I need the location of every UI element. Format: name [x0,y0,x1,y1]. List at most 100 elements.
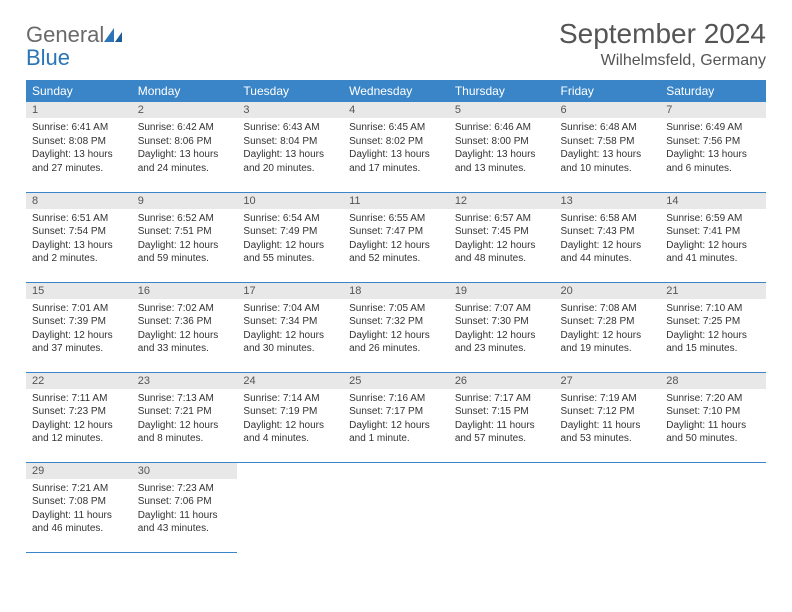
daylight-text: Daylight: 12 hours [455,329,549,343]
day-number: 1 [26,102,132,118]
daylight-text: and 13 minutes. [455,162,549,176]
day-cell: 1Sunrise: 6:41 AMSunset: 8:08 PMDaylight… [26,102,132,192]
day-number: 21 [660,283,766,299]
sunset-text: Sunset: 7:43 PM [561,225,655,239]
sunset-text: Sunset: 7:12 PM [561,405,655,419]
day-body: Sunrise: 7:17 AMSunset: 7:15 PMDaylight:… [449,389,555,450]
day-body: Sunrise: 6:52 AMSunset: 7:51 PMDaylight:… [132,209,238,270]
day-cell [343,462,449,552]
day-number: 28 [660,373,766,389]
sunrise-text: Sunrise: 7:11 AM [32,392,126,406]
sunset-text: Sunset: 7:15 PM [455,405,549,419]
daylight-text: Daylight: 13 hours [243,148,337,162]
day-body: Sunrise: 7:01 AMSunset: 7:39 PMDaylight:… [26,299,132,360]
day-cell: 10Sunrise: 6:54 AMSunset: 7:49 PMDayligh… [237,192,343,282]
day-cell: 27Sunrise: 7:19 AMSunset: 7:12 PMDayligh… [555,372,661,462]
daylight-text: and 44 minutes. [561,252,655,266]
sunset-text: Sunset: 7:21 PM [138,405,232,419]
day-number: 10 [237,193,343,209]
day-cell: 29Sunrise: 7:21 AMSunset: 7:08 PMDayligh… [26,462,132,552]
sunrise-text: Sunrise: 7:08 AM [561,302,655,316]
day-body: Sunrise: 6:43 AMSunset: 8:04 PMDaylight:… [237,118,343,179]
page-title: September 2024 [559,18,766,50]
day-number: 26 [449,373,555,389]
day-body: Sunrise: 6:57 AMSunset: 7:45 PMDaylight:… [449,209,555,270]
day-cell: 12Sunrise: 6:57 AMSunset: 7:45 PMDayligh… [449,192,555,282]
sunrise-text: Sunrise: 7:04 AM [243,302,337,316]
day-cell: 11Sunrise: 6:55 AMSunset: 7:47 PMDayligh… [343,192,449,282]
sunrise-text: Sunrise: 6:42 AM [138,121,232,135]
sunrise-text: Sunrise: 7:02 AM [138,302,232,316]
daylight-text: Daylight: 12 hours [243,329,337,343]
sunrise-text: Sunrise: 6:45 AM [349,121,443,135]
sunset-text: Sunset: 7:41 PM [666,225,760,239]
daylight-text: Daylight: 13 hours [666,148,760,162]
page: General Blue September 2024 Wilhelmsfeld… [0,0,792,553]
day-cell: 5Sunrise: 6:46 AMSunset: 8:00 PMDaylight… [449,102,555,192]
daylight-text: Daylight: 12 hours [561,329,655,343]
day-number: 14 [660,193,766,209]
day-body: Sunrise: 7:07 AMSunset: 7:30 PMDaylight:… [449,299,555,360]
day-number: 8 [26,193,132,209]
day-header: Sunday [26,80,132,102]
sunrise-text: Sunrise: 7:20 AM [666,392,760,406]
daylight-text: Daylight: 12 hours [666,329,760,343]
daylight-text: Daylight: 12 hours [455,239,549,253]
sunset-text: Sunset: 7:45 PM [455,225,549,239]
day-cell: 25Sunrise: 7:16 AMSunset: 7:17 PMDayligh… [343,372,449,462]
sunset-text: Sunset: 7:47 PM [349,225,443,239]
day-cell: 9Sunrise: 6:52 AMSunset: 7:51 PMDaylight… [132,192,238,282]
week-row: 15Sunrise: 7:01 AMSunset: 7:39 PMDayligh… [26,282,766,372]
daylight-text: Daylight: 12 hours [666,239,760,253]
day-header: Saturday [660,80,766,102]
day-cell [660,462,766,552]
daylight-text: and 46 minutes. [32,522,126,536]
daylight-text: and 12 minutes. [32,432,126,446]
day-number: 5 [449,102,555,118]
day-cell: 16Sunrise: 7:02 AMSunset: 7:36 PMDayligh… [132,282,238,372]
day-cell: 14 Sunrise: 6:59 AMSunset: 7:41 PMDayligh… [660,192,766,282]
week-row: 22Sunrise: 7:11 AMSunset: 7:23 PMDayligh… [26,372,766,462]
daylight-text: Daylight: 13 hours [561,148,655,162]
day-body: Sunrise: 6:45 AMSunset: 8:02 PMDaylight:… [343,118,449,179]
day-body: Sunrise: 6:51 AMSunset: 7:54 PMDaylight:… [26,209,132,270]
day-header: Tuesday [237,80,343,102]
day-number: 9 [132,193,238,209]
daylight-text: Daylight: 11 hours [138,509,232,523]
day-number: 30 [132,463,238,479]
daylight-text: Daylight: 11 hours [666,419,760,433]
sunset-text: Sunset: 7:39 PM [32,315,126,329]
day-cell: 28Sunrise: 7:20 AMSunset: 7:10 PMDayligh… [660,372,766,462]
day-body: Sunrise: 7:21 AMSunset: 7:08 PMDaylight:… [26,479,132,540]
sunrise-text: Sunrise: 6:43 AM [243,121,337,135]
sunrise-text: Sunrise: 6:51 AM [32,212,126,226]
day-body: Sunrise: 6:42 AMSunset: 8:06 PMDaylight:… [132,118,238,179]
daylight-text: Daylight: 13 hours [32,148,126,162]
day-header-row: Sunday Monday Tuesday Wednesday Thursday… [26,80,766,102]
day-body: Sunrise: 6:48 AMSunset: 7:58 PMDaylight:… [555,118,661,179]
day-header: Monday [132,80,238,102]
daylight-text: Daylight: 12 hours [32,329,126,343]
sunrise-text: Sunrise: 6:52 AM [138,212,232,226]
day-header: Thursday [449,80,555,102]
day-cell: 2Sunrise: 6:42 AMSunset: 8:06 PMDaylight… [132,102,238,192]
sunset-text: Sunset: 7:23 PM [32,405,126,419]
sunset-text: Sunset: 7:25 PM [666,315,760,329]
sunrise-text: Sunrise: 7:10 AM [666,302,760,316]
logo-text-general: General [26,22,104,47]
daylight-text: Daylight: 12 hours [349,239,443,253]
day-number: 6 [555,102,661,118]
day-cell: 7Sunrise: 6:49 AMSunset: 7:56 PMDaylight… [660,102,766,192]
day-cell: 22Sunrise: 7:11 AMSunset: 7:23 PMDayligh… [26,372,132,462]
sunrise-text: Sunrise: 6:59 AM [666,212,760,226]
daylight-text: Daylight: 12 hours [138,239,232,253]
daylight-text: Daylight: 12 hours [138,329,232,343]
daylight-text: and 41 minutes. [666,252,760,266]
day-cell: 19Sunrise: 7:07 AMSunset: 7:30 PMDayligh… [449,282,555,372]
daylight-text: Daylight: 12 hours [349,329,443,343]
sunrise-text: Sunrise: 6:55 AM [349,212,443,226]
daylight-text: Daylight: 12 hours [243,239,337,253]
daylight-text: and 27 minutes. [32,162,126,176]
sunset-text: Sunset: 7:36 PM [138,315,232,329]
day-header: Friday [555,80,661,102]
